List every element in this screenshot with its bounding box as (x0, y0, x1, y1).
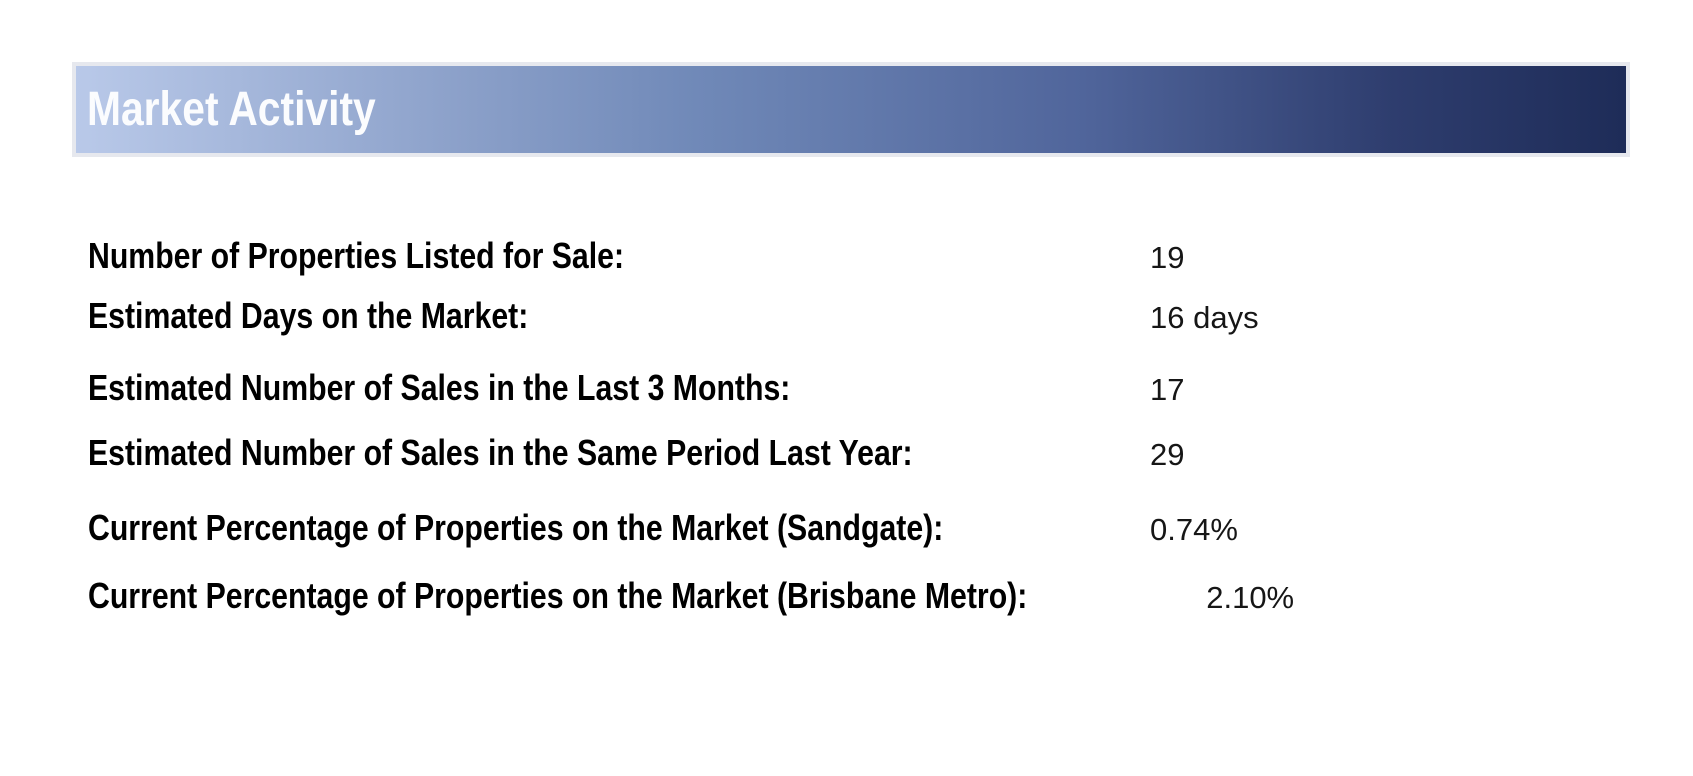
stat-value: 19 (1150, 240, 1185, 275)
stat-row-percentage-brisbane-metro: Current Percentage of Properties on the … (88, 574, 1648, 620)
stat-label: Number of Properties Listed for Sale: (88, 235, 625, 276)
stat-row-percentage-sandgate: Current Percentage of Properties on the … (88, 506, 1648, 552)
stat-value: 17 (1150, 372, 1185, 407)
stat-value: 16 days (1150, 300, 1259, 335)
stat-value: 2.10% (1206, 580, 1295, 615)
stat-row-sales-last-3-months: Estimated Number of Sales in the Last 3 … (88, 366, 1648, 412)
stat-row-properties-listed: Number of Properties Listed for Sale: 19 (88, 234, 1648, 280)
stat-value: 0.74% (1150, 512, 1238, 547)
stat-label: Estimated Number of Sales in the Last 3 … (88, 367, 791, 408)
stat-label: Estimated Days on the Market: (88, 295, 529, 336)
stat-label: Estimated Number of Sales in the Same Pe… (88, 432, 913, 473)
stat-label: Current Percentage of Properties on the … (88, 575, 1028, 616)
stat-label: Current Percentage of Properties on the … (88, 507, 944, 548)
stat-row-days-on-market: Estimated Days on the Market: 16 days (88, 294, 1648, 340)
section-title: Market Activity (87, 83, 376, 136)
section-header-bar: Market Activity (72, 62, 1630, 157)
stat-row-sales-same-period-last-year: Estimated Number of Sales in the Same Pe… (88, 431, 1648, 477)
stat-value: 29 (1150, 437, 1185, 472)
